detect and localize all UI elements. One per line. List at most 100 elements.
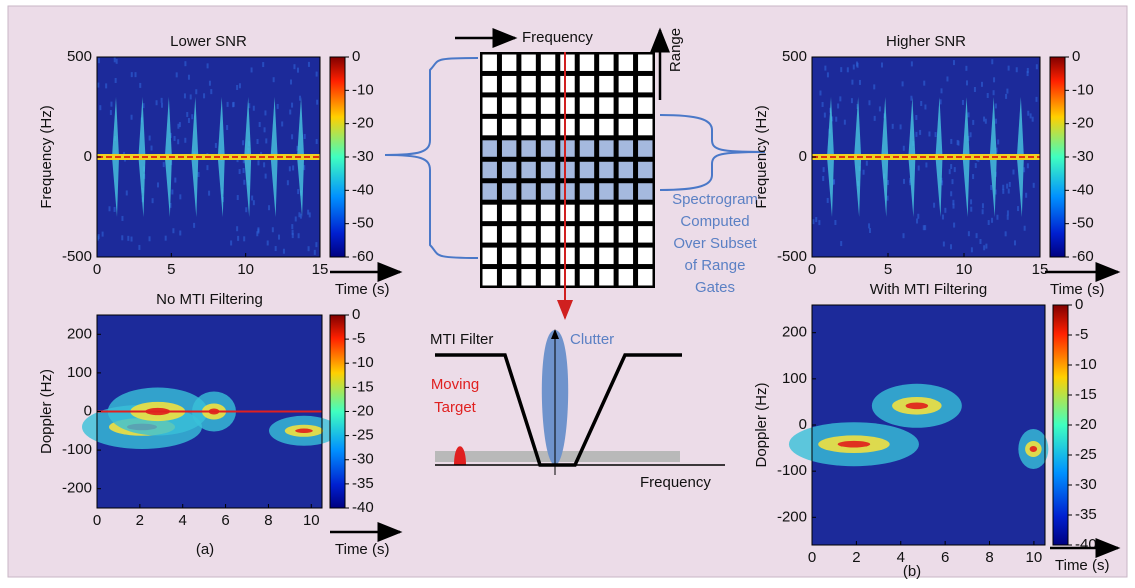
panel-title: With MTI Filtering <box>870 281 988 298</box>
noise-speck <box>316 72 318 77</box>
range-cell <box>638 119 652 135</box>
noise-speck <box>237 195 239 200</box>
noise-speck <box>233 102 235 107</box>
noise-speck <box>278 235 280 240</box>
noise-speck <box>227 102 229 107</box>
colorbar-tick-label: -25 <box>352 427 374 444</box>
noise-speck <box>263 162 265 167</box>
x-tick-label: 4 <box>897 549 905 566</box>
noise-speck <box>881 63 883 68</box>
range-cell <box>560 119 574 135</box>
noise-speck <box>835 117 837 122</box>
colorbar-tick-label: -30 <box>1072 148 1094 165</box>
target-label: Moving <box>431 376 479 393</box>
range-cell <box>560 248 574 264</box>
noise-speck <box>993 77 995 82</box>
noise-speck <box>283 249 285 254</box>
noise-speck <box>131 72 133 77</box>
noise-speck <box>291 103 293 108</box>
caption: (b) <box>903 563 921 580</box>
noise-speck <box>257 160 259 165</box>
y-tick-label: -200 <box>62 480 92 497</box>
noise-speck <box>1007 210 1009 215</box>
noise-speck <box>902 81 904 86</box>
noise-speck <box>910 96 912 101</box>
range-cell <box>521 119 535 135</box>
y-tick-label: 0 <box>799 416 807 433</box>
x-tick-label: 10 <box>956 261 973 278</box>
colorbar-tick-label: -30 <box>352 451 374 468</box>
y-tick-label: 200 <box>782 324 807 341</box>
noise-speck <box>900 124 902 129</box>
range-cell <box>502 97 516 113</box>
noise-speck <box>868 100 870 105</box>
y-tick-label: -500 <box>777 248 807 265</box>
noise-speck <box>287 180 289 185</box>
noise-speck <box>962 100 964 105</box>
noise-speck <box>208 191 210 196</box>
noise-speck <box>957 140 959 145</box>
noise-speck <box>1009 182 1011 187</box>
colorbar-tick-label: -35 <box>352 475 374 492</box>
noise-speck <box>127 236 129 241</box>
colorbar-tick-label: -15 <box>1075 386 1097 403</box>
noise-speck <box>190 94 192 99</box>
note-line: Computed <box>680 213 749 230</box>
noise-speck <box>298 212 300 217</box>
noise-speck <box>314 250 316 255</box>
range-cell <box>619 226 633 242</box>
noise-speck <box>259 122 261 127</box>
noise-speck <box>165 236 167 241</box>
range-cell <box>580 140 594 156</box>
noise-speck <box>253 200 255 205</box>
noise-speck <box>1016 67 1018 72</box>
range-cell <box>502 248 516 264</box>
range-cell <box>502 269 516 285</box>
range-cell <box>599 226 613 242</box>
noise-speck <box>126 190 128 195</box>
noise-speck <box>210 89 212 94</box>
note-line: Spectrogram <box>672 191 758 208</box>
noise-speck <box>251 67 253 72</box>
colorbar <box>1050 57 1065 257</box>
noise-speck <box>230 240 232 245</box>
range-cell <box>638 162 652 178</box>
colorbar-tick-label: 0 <box>352 306 360 323</box>
noise-speck <box>257 229 259 234</box>
noise-speck <box>1033 183 1035 188</box>
range-cell <box>483 162 497 178</box>
noise-speck <box>243 180 245 185</box>
noise-speck <box>236 85 238 90</box>
noise-speck <box>315 242 317 247</box>
noise-speck <box>105 83 107 88</box>
noise-speck <box>99 105 101 110</box>
noise-speck <box>839 96 841 101</box>
noise-speck <box>935 132 937 137</box>
noise-speck <box>171 189 173 194</box>
noise-speck <box>985 244 987 249</box>
noise-speck <box>172 228 174 233</box>
x-tick-label: 10 <box>303 512 320 529</box>
noise-speck <box>966 80 968 85</box>
colorbar <box>330 57 345 257</box>
noise-speck <box>996 215 998 220</box>
range-cell <box>619 76 633 92</box>
noise-speck <box>844 120 846 125</box>
range-cell <box>619 97 633 113</box>
noise-speck <box>156 100 158 105</box>
noise-speck <box>277 104 279 109</box>
colorbar-tick-label: -50 <box>1072 215 1094 232</box>
range-cell <box>580 205 594 221</box>
noise-speck <box>316 100 318 105</box>
noise-speck <box>972 120 974 125</box>
noise-speck <box>1036 97 1038 102</box>
noise-speck <box>206 165 208 170</box>
noise-speck <box>869 228 871 233</box>
noise-speck <box>946 76 948 81</box>
range-cell <box>483 226 497 242</box>
noise-speck <box>874 116 876 121</box>
noise-speck <box>940 88 942 93</box>
x-tick-label: 4 <box>179 512 187 529</box>
range-cell <box>483 269 497 285</box>
noise-speck <box>1030 113 1032 118</box>
